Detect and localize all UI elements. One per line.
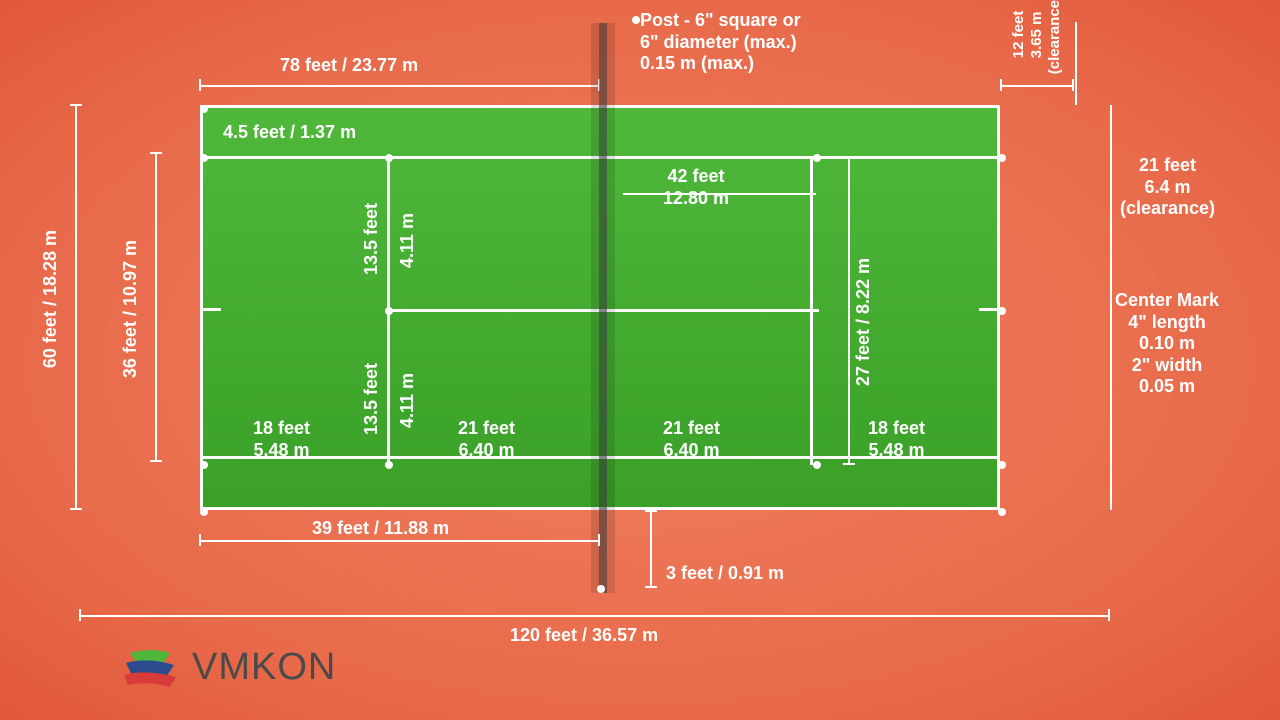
dim-cap <box>150 460 162 462</box>
dim-total-width-line <box>80 615 1110 617</box>
dot <box>385 154 393 162</box>
label-net-post: 3 feet / 0.91 m <box>666 563 784 585</box>
label-half-court: 39 feet / 11.88 m <box>312 518 449 540</box>
dot <box>200 154 208 162</box>
label-service-len-upper-ft: 13.5 feet <box>361 203 383 275</box>
dot <box>998 508 1006 516</box>
label-side-clearance: 21 feet 6.4 m (clearance) <box>1120 155 1215 220</box>
dim-cap <box>70 104 82 106</box>
dim-doubles-height-line <box>848 156 850 465</box>
label-full-length: 78 feet / 23.77 m <box>280 55 418 77</box>
logo: VMKON <box>120 645 336 690</box>
dot <box>200 105 208 113</box>
dim-cap <box>1072 79 1074 91</box>
dim-cap <box>645 586 657 588</box>
logo-text: VMKON <box>192 646 336 689</box>
label-service-len-lower-m: 4.11 m <box>397 373 419 428</box>
dim-cap <box>199 534 201 546</box>
label-back-right: 18 feet 5.48 m <box>868 418 925 461</box>
dot <box>597 585 605 593</box>
dot <box>813 461 821 469</box>
dim-cap <box>645 510 657 512</box>
dim-net-post-line <box>650 510 652 588</box>
dot <box>998 154 1006 162</box>
edge-right-side <box>1110 105 1112 510</box>
dim-half-court-line <box>200 540 600 542</box>
dim-cap <box>598 534 600 546</box>
dot <box>385 307 393 315</box>
logo-icon <box>120 645 180 690</box>
dot <box>200 461 208 469</box>
label-post-spec: Post - 6" square or 6" diameter (max.) 0… <box>640 10 801 75</box>
dim-top-clearance-line <box>1000 85 1074 87</box>
dim-full-length-line <box>200 85 600 87</box>
dim-total-height-line <box>75 105 77 510</box>
dim-cap <box>150 152 162 154</box>
label-alley: 4.5 feet / 1.37 m <box>223 122 356 144</box>
label-service-width: 42 feet 12.80 m <box>663 166 729 209</box>
label-service-right: 21 feet 6.40 m <box>663 418 720 461</box>
edge-right-top <box>1075 22 1077 105</box>
label-top-clearance: 12 feet 3.65 m (clearance) <box>1010 0 1064 74</box>
dot <box>632 16 640 24</box>
dim-cap <box>843 156 855 158</box>
label-service-len-upper-m: 4.11 m <box>397 213 419 268</box>
label-doubles-height: 27 feet / 8.22 m <box>853 258 875 386</box>
label-total-height: 60 feet / 18.28 m <box>40 230 62 368</box>
dim-cap <box>1108 609 1110 621</box>
dim-singles-height-line <box>155 153 157 462</box>
label-center-mark: Center Mark 4" length 0.10 m 2" width 0.… <box>1115 290 1219 398</box>
dot <box>200 508 208 516</box>
label-back-left: 18 feet 5.48 m <box>253 418 310 461</box>
dot <box>385 461 393 469</box>
tennis-court: 4.5 feet / 1.37 m 13.5 feet 4.11 m 13.5 … <box>200 105 1000 510</box>
net <box>599 23 607 593</box>
label-singles-height: 36 feet / 10.97 m <box>120 240 142 378</box>
dim-cap <box>1000 79 1002 91</box>
center-mark-left <box>203 308 221 311</box>
label-service-len-lower-ft: 13.5 feet <box>361 363 383 435</box>
dim-cap <box>70 508 82 510</box>
label-total-width: 120 feet / 36.57 m <box>510 625 658 647</box>
dim-cap <box>79 609 81 621</box>
center-mark-right <box>979 308 997 311</box>
dot <box>998 307 1006 315</box>
dim-cap <box>199 79 201 91</box>
dot <box>998 461 1006 469</box>
label-service-left: 21 feet 6.40 m <box>458 418 515 461</box>
dot <box>813 154 821 162</box>
dim-cap <box>843 463 855 465</box>
